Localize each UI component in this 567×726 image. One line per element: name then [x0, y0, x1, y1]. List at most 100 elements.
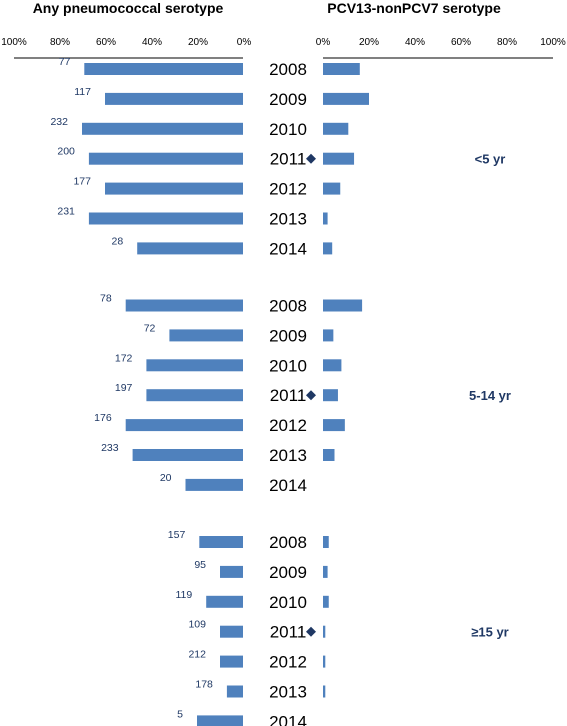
any-serotype-bar: [125, 299, 243, 312]
year-label: 2010: [269, 593, 307, 612]
case-count-label: 231: [57, 206, 75, 218]
any-serotype-bar: [146, 389, 243, 402]
any-serotype-bar: [105, 182, 243, 195]
pcv13-nonpcv7-bar: [323, 212, 328, 225]
left-tick-label: 0%: [237, 37, 252, 48]
right-tick-label: 40%: [405, 37, 425, 48]
right-axis-ticks: 0% 20% 40% 60% 80% 100%: [316, 37, 566, 48]
pcv13-nonpcv7-bar: [323, 122, 349, 135]
year-label: 2013: [269, 683, 307, 702]
any-serotype-bar: [220, 625, 243, 638]
case-count-label: 172: [115, 352, 133, 364]
pcv13-nonpcv7-bar: [323, 449, 335, 461]
right-tick-label: 0%: [316, 37, 331, 48]
any-serotype-bar: [220, 655, 243, 668]
year-label: 2014: [269, 239, 307, 258]
case-count-label: 119: [175, 589, 192, 601]
pcv13-nonpcv7-bar: [323, 242, 333, 255]
case-count-label: 77: [59, 56, 71, 68]
pcv13-introduction-marker: [306, 626, 316, 637]
case-count-label: 178: [195, 679, 213, 691]
year-label: 2012: [269, 416, 307, 435]
pcv13-nonpcv7-bar: [323, 63, 360, 75]
any-serotype-bar: [137, 242, 243, 255]
year-label: 2011: [270, 150, 307, 169]
pcv13-nonpcv7-bar: [323, 625, 326, 638]
age-group-label: 5-14 yr: [469, 388, 511, 403]
year-label: 2008: [269, 60, 307, 79]
case-count-label: 232: [50, 116, 68, 128]
left-tick-label: 100%: [1, 37, 27, 48]
year-label: 2011: [270, 623, 307, 642]
left-tick-label: 80%: [50, 37, 70, 48]
pcv13-nonpcv7-bar: [323, 685, 326, 698]
any-serotype-bar: [226, 685, 243, 698]
case-count-label: 20: [160, 472, 172, 484]
any-serotype-bar: [88, 152, 244, 165]
age-group-label: <5 yr: [475, 152, 506, 167]
right-tick-label: 20%: [359, 37, 379, 48]
pcv13-nonpcv7-bar: [323, 152, 355, 165]
case-count-label: 197: [115, 382, 133, 394]
case-count-label: 78: [100, 293, 112, 305]
pcv13-nonpcv7-bar: [323, 359, 342, 372]
case-count-label: 117: [74, 86, 91, 98]
any-serotype-bar: [132, 449, 243, 461]
right-tick-label: 60%: [451, 37, 471, 48]
right-tick-label: 80%: [497, 37, 517, 48]
case-count-label: 95: [194, 559, 206, 571]
any-serotype-bar: [125, 419, 243, 432]
pcv13-nonpcv7-bar: [323, 565, 328, 578]
case-count-label: 212: [188, 649, 206, 661]
year-label: 2013: [269, 210, 307, 229]
right-tick-label: 100%: [540, 37, 566, 48]
year-label: 2012: [269, 653, 307, 672]
any-serotype-bar: [82, 122, 243, 135]
any-serotype-bar: [105, 92, 243, 105]
year-label: 2009: [269, 90, 307, 109]
pcv13-nonpcv7-bar: [323, 92, 369, 105]
group-labels: <5 yr 5-14 yr ≥15 yr: [469, 152, 511, 640]
any-serotype-bar: [206, 595, 243, 608]
year-label: 2012: [269, 180, 307, 199]
pcv13-nonpcv7-bar: [323, 536, 329, 548]
year-label: 2013: [269, 446, 307, 465]
year-label: 2011: [270, 386, 307, 405]
case-count-label: 200: [57, 146, 75, 158]
any-serotype-bar: [199, 536, 243, 548]
any-serotype-bar: [220, 565, 243, 578]
year-label: 2008: [269, 533, 307, 552]
year-label: 2009: [269, 326, 307, 345]
left-tick-label: 60%: [96, 37, 116, 48]
year-label: 2009: [269, 563, 307, 582]
case-count-label: 233: [101, 442, 119, 454]
pcv13-nonpcv7-bar: [323, 329, 334, 342]
year-label: 2010: [269, 356, 307, 375]
age-group-label: ≥15 yr: [471, 625, 509, 640]
case-count-label: 177: [73, 176, 91, 188]
left-panel-title: Any pneumococcal serotype: [33, 0, 224, 16]
year-label: 2010: [269, 120, 307, 139]
pcv13-nonpcv7-bar: [323, 655, 326, 668]
year-label: 2014: [269, 476, 307, 495]
left-tick-label: 20%: [188, 37, 208, 48]
pcv13-nonpcv7-bar: [323, 389, 338, 402]
case-count-label: 72: [144, 322, 156, 334]
any-serotype-bar: [84, 63, 243, 75]
pcv13-nonpcv7-bar: [323, 595, 329, 608]
case-count-label: 109: [188, 619, 206, 631]
left-axis-ticks: 100% 80% 60% 40% 20% 0%: [1, 37, 251, 48]
any-serotype-bar: [197, 715, 243, 726]
right-panel-title: PCV13-nonPCV7 serotype: [327, 0, 501, 16]
any-serotype-bar: [169, 329, 243, 342]
case-count-label: 5: [177, 708, 183, 720]
pcv13-introduction-marker: [306, 390, 316, 401]
year-label: 2008: [269, 297, 307, 316]
pcv13-nonpcv7-bar: [323, 299, 363, 312]
pcv13-introduction-marker: [306, 153, 316, 164]
case-count-label: 176: [94, 412, 112, 424]
pcv13-nonpcv7-bar: [323, 419, 345, 432]
case-count-label: 28: [112, 235, 124, 247]
